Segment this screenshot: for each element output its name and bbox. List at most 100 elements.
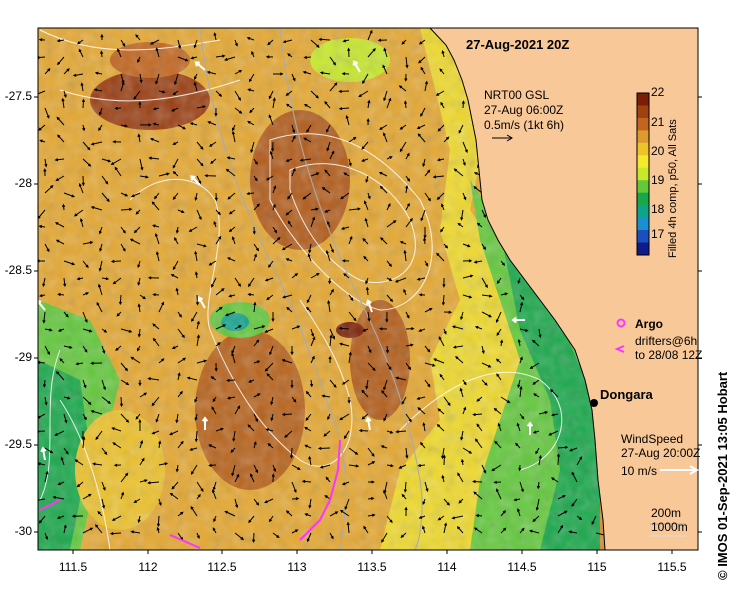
current-arrow xyxy=(264,328,274,333)
current-arrow xyxy=(518,464,522,472)
current-arrow xyxy=(92,462,103,466)
colorbar-swatch xyxy=(637,217,649,231)
current-arrow xyxy=(287,192,293,200)
current-arrow xyxy=(422,525,426,534)
current-arrow xyxy=(247,120,255,126)
current-arrow xyxy=(152,122,160,126)
current-arrow xyxy=(95,430,103,441)
current-arrow xyxy=(440,226,445,233)
current-arrow xyxy=(416,277,426,281)
current-arrow xyxy=(78,182,84,194)
current-arrow xyxy=(519,301,524,313)
current-arrow xyxy=(196,158,204,167)
colorbar xyxy=(637,93,649,256)
wind-arrow xyxy=(365,416,372,431)
current-arrow xyxy=(76,39,84,45)
current-arrow xyxy=(264,362,274,372)
current-arrow xyxy=(266,373,274,381)
current-arrow xyxy=(319,464,331,469)
current-arrow xyxy=(191,311,198,323)
current-arrow xyxy=(405,184,409,194)
current-arrow xyxy=(272,72,284,76)
current-arrow xyxy=(44,67,51,75)
current-arrow xyxy=(287,220,293,228)
current-arrow xyxy=(538,411,549,415)
sst-field xyxy=(38,28,698,550)
current-arrow xyxy=(114,166,122,177)
current-arrow xyxy=(338,326,350,331)
current-arrow xyxy=(135,413,141,420)
current-arrow xyxy=(422,422,426,432)
current-arrow xyxy=(285,158,293,162)
current-arrow xyxy=(268,114,274,126)
y-tick-label: -29 xyxy=(14,350,32,364)
current-arrow xyxy=(532,515,540,523)
current-arrow xyxy=(515,442,521,449)
current-arrow xyxy=(147,377,160,381)
colorbar-swatch xyxy=(637,205,649,219)
current-arrow xyxy=(270,396,274,406)
current-arrow xyxy=(214,192,218,202)
current-arrow xyxy=(196,105,207,109)
current-arrow xyxy=(63,524,67,534)
current-arrow xyxy=(462,243,471,248)
current-arrow xyxy=(497,422,502,432)
current-arrow xyxy=(76,277,84,281)
current-arrow xyxy=(247,293,255,297)
current-arrow xyxy=(44,345,50,356)
current-arrow xyxy=(265,175,274,181)
current-arrow xyxy=(82,396,92,405)
current-arrow xyxy=(419,441,426,449)
current-arrow xyxy=(271,141,275,152)
current-arrow xyxy=(99,243,103,252)
current-arrow xyxy=(253,441,257,449)
current-arrow xyxy=(155,47,160,58)
wind-arrow xyxy=(38,299,46,311)
current-arrow xyxy=(234,532,244,541)
current-arrow xyxy=(196,532,200,540)
current-arrow xyxy=(395,376,407,381)
current-arrow xyxy=(42,379,47,388)
current-arrow xyxy=(109,531,122,536)
current-arrow xyxy=(139,457,145,466)
current-arrow xyxy=(321,187,331,194)
current-arrow xyxy=(462,447,473,454)
current-arrow xyxy=(81,175,85,187)
current-arrow xyxy=(422,498,426,506)
current-arrow xyxy=(139,392,148,398)
current-arrow xyxy=(301,479,312,484)
current-arrow xyxy=(44,243,50,253)
current-arrow xyxy=(158,462,169,466)
x-tick-label: 113 xyxy=(287,560,307,574)
current-arrow xyxy=(291,73,296,82)
current-arrow xyxy=(324,100,331,109)
current-arrow xyxy=(194,396,198,403)
current-arrow xyxy=(404,506,408,517)
current-arrow xyxy=(500,510,506,517)
x-tick-label: 115.5 xyxy=(657,560,687,574)
current-arrow xyxy=(517,508,521,517)
current-arrow xyxy=(442,277,446,288)
current-arrow xyxy=(576,515,583,521)
current-arrow xyxy=(226,156,236,160)
current-arrow xyxy=(39,139,46,143)
colorbar-swatch xyxy=(637,142,649,156)
current-arrow xyxy=(310,207,319,211)
current-arrow xyxy=(264,498,274,504)
current-arrow xyxy=(405,175,411,182)
current-arrow xyxy=(382,132,388,143)
current-arrow xyxy=(151,396,160,407)
current-arrow xyxy=(424,379,431,388)
current-arrow xyxy=(500,339,504,347)
current-arrow xyxy=(550,388,559,398)
current-arrow xyxy=(138,101,142,109)
current-arrow xyxy=(44,107,50,119)
current-arrow xyxy=(367,513,376,517)
current-arrow xyxy=(170,274,179,279)
current-arrow xyxy=(154,192,160,200)
current-arrow xyxy=(437,408,445,415)
current-arrow xyxy=(368,480,375,484)
colorbar-swatch xyxy=(637,180,649,194)
current-arrow xyxy=(208,444,217,449)
current-arrow xyxy=(96,301,103,313)
